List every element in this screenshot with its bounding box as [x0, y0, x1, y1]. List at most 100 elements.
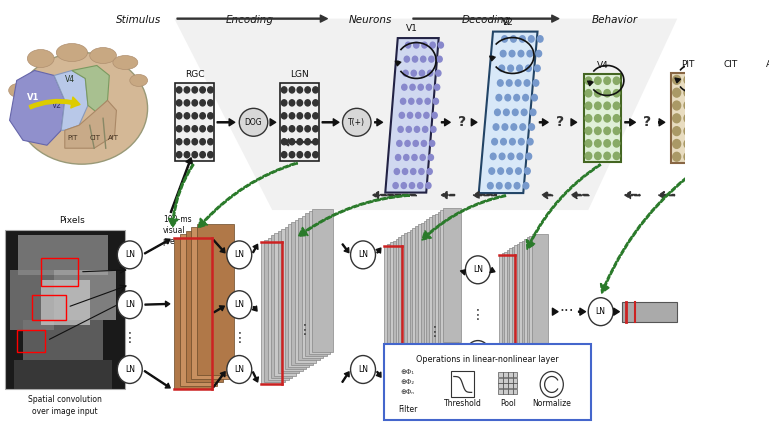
Circle shape [437, 56, 442, 62]
Circle shape [604, 102, 611, 110]
Bar [511, 247, 528, 366]
Bar [498, 383, 503, 389]
Text: AIT: AIT [765, 60, 769, 69]
Bar [514, 245, 530, 365]
Circle shape [402, 169, 408, 175]
Circle shape [499, 65, 504, 71]
Ellipse shape [113, 56, 138, 69]
Circle shape [313, 139, 318, 145]
FancyArrowPatch shape [614, 308, 619, 315]
Circle shape [200, 87, 205, 93]
Circle shape [313, 113, 318, 119]
Text: V1: V1 [28, 93, 40, 102]
Circle shape [192, 152, 198, 158]
FancyArrowPatch shape [145, 301, 170, 307]
Circle shape [289, 113, 295, 119]
Bar [432, 215, 450, 349]
Bar [531, 234, 548, 354]
Bar [41, 258, 78, 286]
Circle shape [757, 88, 765, 97]
Circle shape [738, 127, 746, 136]
Circle shape [297, 126, 302, 132]
Circle shape [208, 126, 213, 132]
Circle shape [526, 153, 531, 160]
Text: ?: ? [458, 115, 466, 129]
Circle shape [715, 140, 724, 149]
FancyArrowPatch shape [708, 192, 717, 199]
FancyArrowPatch shape [253, 244, 258, 253]
Text: AIT: AIT [108, 135, 118, 141]
Circle shape [401, 183, 407, 188]
FancyArrowPatch shape [659, 192, 674, 199]
Circle shape [185, 100, 190, 106]
Bar [264, 240, 285, 382]
Circle shape [604, 77, 611, 84]
Bar [268, 238, 289, 380]
Circle shape [518, 139, 524, 145]
Circle shape [491, 153, 496, 160]
Bar [261, 242, 282, 384]
Circle shape [393, 183, 398, 188]
Circle shape [425, 98, 431, 104]
Circle shape [185, 113, 190, 119]
FancyBboxPatch shape [175, 83, 215, 161]
Circle shape [684, 140, 692, 149]
FancyArrowPatch shape [428, 381, 442, 388]
Bar [191, 227, 228, 379]
Circle shape [511, 124, 517, 130]
FancyArrowPatch shape [322, 119, 339, 126]
Bar [175, 238, 211, 389]
Text: ⊕Φₙ: ⊕Φₙ [401, 389, 414, 395]
FancyBboxPatch shape [714, 74, 747, 163]
Circle shape [200, 126, 205, 132]
Circle shape [715, 114, 724, 123]
Circle shape [192, 126, 198, 132]
Text: LN: LN [235, 300, 245, 309]
Circle shape [289, 152, 295, 158]
Circle shape [613, 152, 620, 160]
Bar [499, 255, 515, 374]
Text: ?: ? [556, 115, 564, 129]
Circle shape [738, 152, 746, 161]
FancyArrowPatch shape [748, 119, 754, 126]
Bar [291, 222, 313, 365]
Bar [18, 235, 108, 275]
Bar [285, 226, 306, 369]
Text: Neurons: Neurons [348, 15, 392, 25]
Circle shape [588, 298, 613, 326]
Circle shape [305, 126, 311, 132]
FancyArrowPatch shape [342, 372, 349, 382]
Circle shape [313, 87, 318, 93]
Text: Operations in linear-nonlinear layer: Operations in linear-nonlinear layer [416, 354, 559, 363]
Circle shape [432, 113, 438, 118]
Bar [443, 208, 461, 342]
FancyArrowPatch shape [213, 372, 225, 387]
FancyArrowPatch shape [542, 192, 553, 199]
Circle shape [613, 77, 620, 84]
Circle shape [465, 256, 491, 284]
Circle shape [297, 100, 302, 106]
Circle shape [200, 139, 205, 145]
Text: Stimulus: Stimulus [116, 15, 161, 25]
Circle shape [738, 75, 746, 84]
FancyArrowPatch shape [461, 350, 465, 354]
Bar [17, 330, 45, 351]
Circle shape [404, 155, 409, 160]
Circle shape [427, 169, 432, 175]
Circle shape [757, 101, 765, 110]
Text: ⋮: ⋮ [428, 324, 442, 339]
Bar [427, 219, 444, 353]
Circle shape [673, 152, 681, 161]
Text: DOG: DOG [245, 118, 262, 127]
Circle shape [394, 169, 399, 175]
Circle shape [684, 75, 692, 84]
Circle shape [297, 152, 302, 158]
FancyArrowPatch shape [474, 192, 497, 199]
Bar [41, 280, 90, 325]
Text: Spatial convolution
over image input: Spatial convolution over image input [28, 395, 102, 416]
Circle shape [738, 88, 746, 97]
FancyArrowPatch shape [373, 192, 416, 199]
FancyBboxPatch shape [671, 74, 705, 163]
Bar [185, 231, 223, 382]
Circle shape [594, 89, 601, 97]
